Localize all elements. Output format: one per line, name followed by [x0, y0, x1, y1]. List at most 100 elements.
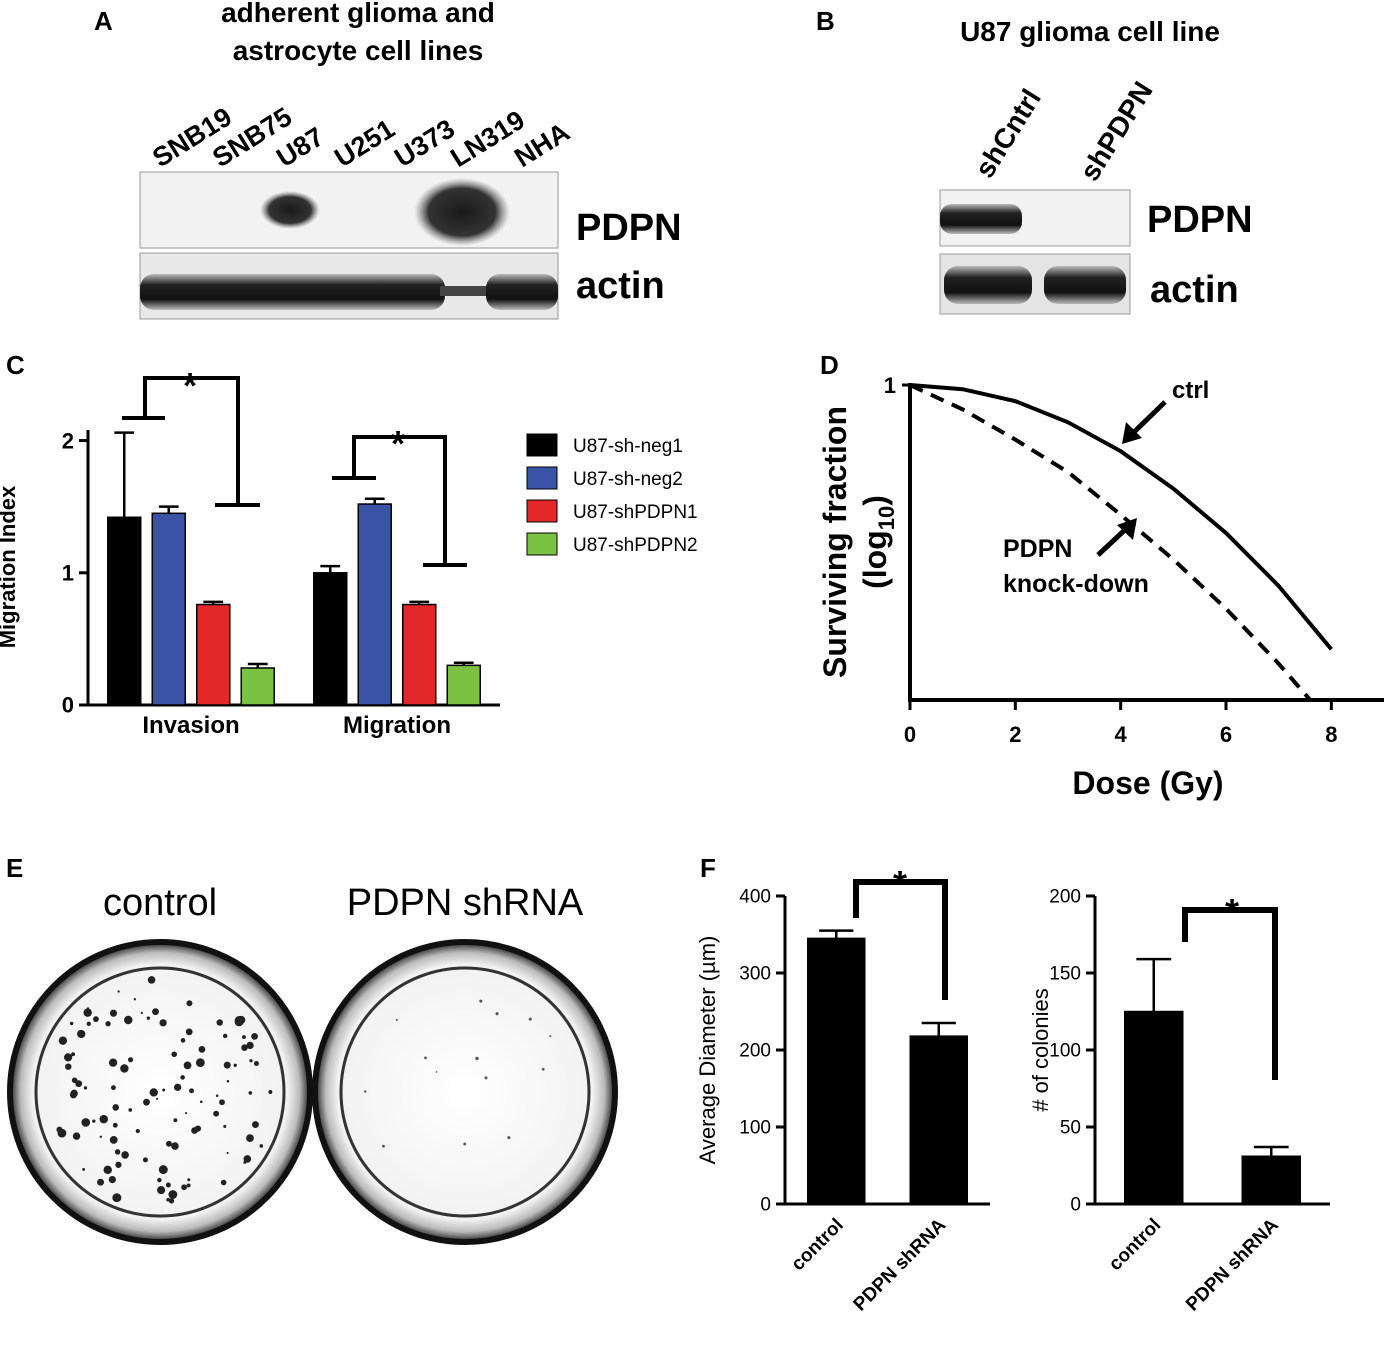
- colony-dot: [120, 1064, 129, 1073]
- x-tick-label: 8: [1325, 722, 1337, 747]
- error-bar: [453, 661, 474, 666]
- lane-label: shPDPN: [1074, 76, 1159, 186]
- colony-dot: [114, 1149, 121, 1155]
- colony-dot: [223, 1061, 231, 1069]
- panel-label: A: [94, 6, 113, 36]
- x-tick-label: 4: [1115, 722, 1128, 747]
- colony-dot: [248, 1091, 253, 1095]
- lane-label: U373: [389, 113, 460, 173]
- colony-dot: [140, 1011, 143, 1015]
- arrow: [1096, 525, 1130, 557]
- x-tick-label: Migration: [343, 712, 451, 739]
- y-axis-label: Average Diameter (µm): [695, 936, 720, 1165]
- unit-text: (log: [857, 530, 893, 589]
- colony-dot: [103, 1165, 112, 1175]
- colony-dot: [435, 1071, 438, 1073]
- significance-star: *: [391, 423, 405, 464]
- colony-dot: [99, 1114, 109, 1124]
- arrow-head: [1122, 422, 1142, 444]
- y-tick-label: 0: [1070, 1195, 1081, 1216]
- colony-dot: [71, 1052, 76, 1057]
- colony-dot: [165, 1182, 171, 1188]
- panel-label: E: [6, 853, 23, 883]
- x-tick-label: 0: [904, 722, 916, 747]
- bar: [313, 572, 348, 706]
- legend-swatch: [526, 499, 558, 523]
- colony-dot: [112, 1104, 120, 1111]
- y-axis-unit: (log10): [857, 495, 899, 589]
- bar: [446, 664, 481, 706]
- band-label: PDPN: [1147, 199, 1253, 241]
- colony-dot: [128, 1108, 133, 1112]
- colony-dot: [213, 1110, 220, 1117]
- colony-dot: [222, 1033, 228, 1039]
- band-label: actin: [576, 265, 665, 307]
- legend-label: U87-shPDPN1: [573, 502, 698, 523]
- colony-dishes: [7, 939, 618, 1245]
- colony-dot: [171, 1051, 178, 1058]
- colony-dot: [186, 1062, 191, 1067]
- lane-label: U251: [329, 113, 400, 173]
- colony-dot: [143, 1098, 150, 1106]
- colony-dot: [156, 1097, 159, 1100]
- colony-dot: [168, 1190, 178, 1199]
- colony-dot: [69, 1091, 77, 1099]
- colony-dot: [110, 1085, 116, 1091]
- colony-dot: [363, 1090, 367, 1093]
- colony-dot: [220, 1179, 227, 1186]
- colony-dot: [157, 1186, 166, 1195]
- colony-dot: [109, 1009, 118, 1017]
- colony-dot: [495, 1012, 499, 1016]
- blot-a-lanes: SNB19 SNB75 U87 U251 U373 LN319 NHA: [147, 102, 575, 174]
- colony-dot: [528, 1017, 532, 1021]
- legend-label: U87-sh-neg1: [573, 436, 683, 457]
- colony-dot: [108, 1175, 116, 1184]
- bar: [909, 1035, 968, 1205]
- error-bar: [203, 600, 224, 605]
- error-bar: [819, 929, 854, 939]
- x-tick-label: 2: [1009, 722, 1021, 747]
- colony-dot: [186, 1183, 191, 1188]
- colony-dot: [215, 1094, 219, 1098]
- colony-dot: [173, 1083, 182, 1091]
- blot-title: astrocyte cell lines: [233, 35, 484, 66]
- colony-dot: [109, 1135, 118, 1144]
- colony-dot: [479, 999, 483, 1003]
- annotation: knock-down: [1003, 570, 1149, 598]
- blot-a-image: [139, 171, 559, 320]
- y-tick-label: 100: [739, 1118, 771, 1139]
- colony-dot: [86, 1021, 91, 1027]
- colony-dot: [253, 1061, 259, 1066]
- colony-dot: [65, 1063, 72, 1070]
- error-bar: [247, 662, 268, 668]
- error-bar: [1253, 1145, 1289, 1157]
- image-label: control: [103, 882, 217, 924]
- colony-dot: [165, 1140, 172, 1147]
- colony-dot: [168, 1198, 175, 1204]
- annotation: ctrl: [1172, 377, 1209, 404]
- colony-dot: [173, 1118, 178, 1123]
- colony-dot: [226, 1079, 230, 1083]
- significance-star: *: [183, 365, 197, 406]
- error-bar: [158, 505, 179, 514]
- significance-bracket: [853, 879, 948, 1000]
- colony-dot: [127, 1057, 134, 1063]
- colony-dot: [241, 1044, 248, 1051]
- colony-dot: [121, 1151, 129, 1159]
- colony-dot: [159, 1019, 167, 1027]
- colony-dot: [58, 1036, 68, 1045]
- colony-dot: [484, 1076, 488, 1080]
- colony-dot: [219, 1099, 225, 1106]
- colony-dot: [162, 1088, 166, 1092]
- arrow: [1128, 400, 1167, 438]
- significance-bracket: [122, 376, 260, 507]
- blot-title: U87 glioma cell line: [960, 16, 1220, 47]
- colony-dot: [541, 1067, 545, 1071]
- colony-dot: [97, 1178, 105, 1186]
- colony-dot: [381, 1144, 385, 1148]
- x-axis-label: Dose (Gy): [1072, 765, 1223, 801]
- y-tick-label: 1: [62, 560, 74, 585]
- error-bar: [1136, 957, 1172, 1012]
- colony-dot: [180, 1075, 185, 1080]
